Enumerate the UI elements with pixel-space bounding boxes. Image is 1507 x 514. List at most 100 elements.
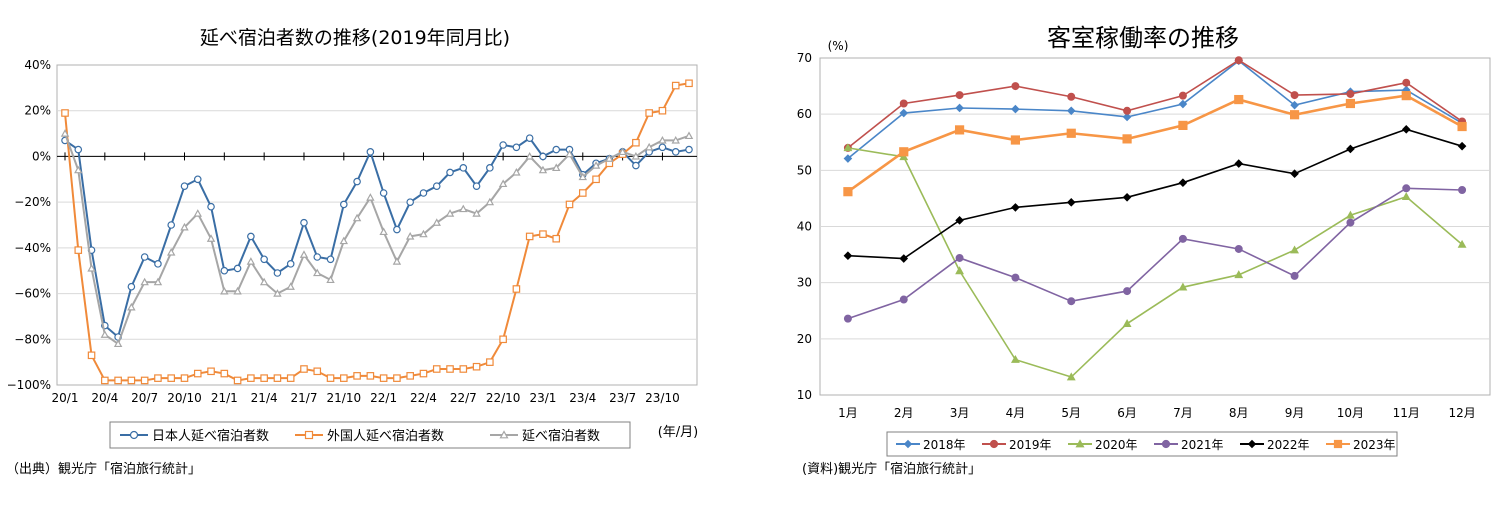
left-data-point xyxy=(472,362,481,371)
left-data-point xyxy=(392,257,402,265)
left-data-point xyxy=(658,106,667,115)
left-data-point xyxy=(140,253,149,261)
left-data-point xyxy=(127,302,136,311)
right-data-point xyxy=(1290,169,1299,179)
left-y-tick-label: −40% xyxy=(14,241,51,255)
left-data-point xyxy=(326,275,335,284)
left-x-tick-label: 23/10 xyxy=(645,391,680,405)
right-series-line xyxy=(847,94,1463,193)
left-data-point xyxy=(167,221,176,229)
left-x-tick-label: 20/4 xyxy=(91,391,118,405)
right-data-point xyxy=(955,253,964,262)
left-data-point xyxy=(446,168,454,177)
right-data-point xyxy=(1066,198,1076,207)
right-data-point xyxy=(1290,245,1300,254)
right-data-point xyxy=(1122,134,1132,144)
left-data-point xyxy=(539,230,547,238)
left-data-point xyxy=(113,339,123,348)
right-data-point xyxy=(1458,185,1467,194)
right-legend-marker xyxy=(1075,439,1085,448)
left-data-point xyxy=(393,374,401,382)
left-x-tick-label: 21/4 xyxy=(251,391,278,405)
left-data-point xyxy=(326,255,335,264)
left-data-point xyxy=(259,277,269,286)
right-data-point xyxy=(1290,100,1299,110)
right-legend-marker xyxy=(903,439,913,449)
left-data-point xyxy=(233,376,242,385)
left-data-point xyxy=(313,367,322,376)
left-data-point xyxy=(353,177,361,186)
left-data-point xyxy=(406,198,414,206)
left-data-point xyxy=(499,335,507,344)
left-data-point xyxy=(166,247,176,256)
left-legend-marker xyxy=(129,430,139,440)
left-data-point xyxy=(127,376,136,385)
left-data-point xyxy=(127,282,136,291)
right-data-point xyxy=(899,152,909,161)
right-data-point xyxy=(1345,210,1355,219)
left-data-point xyxy=(340,374,348,382)
left-data-point xyxy=(100,330,110,338)
left-data-point xyxy=(684,131,694,140)
left-data-point xyxy=(432,365,441,373)
left-data-point xyxy=(313,253,322,261)
right-data-point xyxy=(1401,125,1411,134)
left-y-tick-label: 0% xyxy=(32,149,51,163)
left-unit-label: (年/月) xyxy=(658,425,699,440)
left-legend-marker xyxy=(499,430,509,439)
left-data-point xyxy=(300,365,308,373)
chart-left: 延べ宿泊者数の推移(2019年同月比) 40% 20% 0% −20% −40% −60%… xyxy=(6,27,698,477)
left-legend-label: 延べ宿泊者数 xyxy=(522,428,600,444)
chart-right: 客室稼働率の推移 (%) 70 60 50 40 30 20 10 1月 2月 3月 4月 5月 6月… xyxy=(797,24,1491,477)
left-data-point xyxy=(459,204,468,213)
left-data-point xyxy=(299,250,309,258)
left-data-point xyxy=(366,372,375,380)
right-data-point xyxy=(899,147,909,157)
right-y-tick-label: 40 xyxy=(797,220,812,234)
right-data-point xyxy=(1178,120,1188,131)
left-data-point xyxy=(419,189,428,197)
right-legend-marker xyxy=(1161,439,1171,449)
left-data-point xyxy=(207,367,215,376)
right-data-point xyxy=(899,108,909,118)
right-legend-label: 2023年 xyxy=(1353,438,1396,452)
left-data-point xyxy=(154,260,162,268)
left-data-point xyxy=(207,202,215,211)
left-data-point xyxy=(220,266,229,275)
right-data-point xyxy=(843,251,853,261)
right-data-point xyxy=(1123,106,1132,115)
right-legend-box xyxy=(886,431,1398,457)
right-data-point xyxy=(1178,91,1187,100)
left-data-point xyxy=(658,135,667,144)
left-x-tick-label: 21/10 xyxy=(327,391,362,405)
right-source-note: (資料)観光庁「宿泊旅行統計」 xyxy=(802,461,981,477)
left-x-tick-label: 23/7 xyxy=(609,391,636,405)
left-data-point xyxy=(273,289,282,297)
left-data-point xyxy=(512,167,521,176)
right-data-point xyxy=(1289,110,1300,120)
left-x-tick-label: 22/1 xyxy=(370,391,397,405)
right-data-point xyxy=(955,91,964,100)
left-data-point xyxy=(140,277,149,286)
left-data-point xyxy=(592,175,600,184)
left-x-tick-label: 23/4 xyxy=(569,391,596,405)
left-data-point xyxy=(326,374,335,382)
left-y-tick-label: −20% xyxy=(14,195,51,209)
left-data-point xyxy=(525,232,534,241)
left-data-point xyxy=(273,269,282,277)
left-data-point xyxy=(486,358,494,366)
left-data-point xyxy=(525,134,534,142)
right-series-line xyxy=(847,147,1463,378)
left-data-point xyxy=(300,218,308,227)
left-x-tick-label: 21/1 xyxy=(211,391,238,405)
left-x-tick-label: 20/10 xyxy=(167,391,202,405)
left-data-point xyxy=(74,145,83,154)
left-data-point xyxy=(406,372,414,380)
right-y-unit: (%) xyxy=(828,39,849,53)
left-y-tick-label: −80% xyxy=(14,332,51,346)
left-data-point xyxy=(193,175,202,184)
right-data-point xyxy=(843,187,853,197)
left-data-point xyxy=(74,246,83,254)
left-data-point xyxy=(671,81,680,90)
right-data-point xyxy=(1011,82,1020,91)
